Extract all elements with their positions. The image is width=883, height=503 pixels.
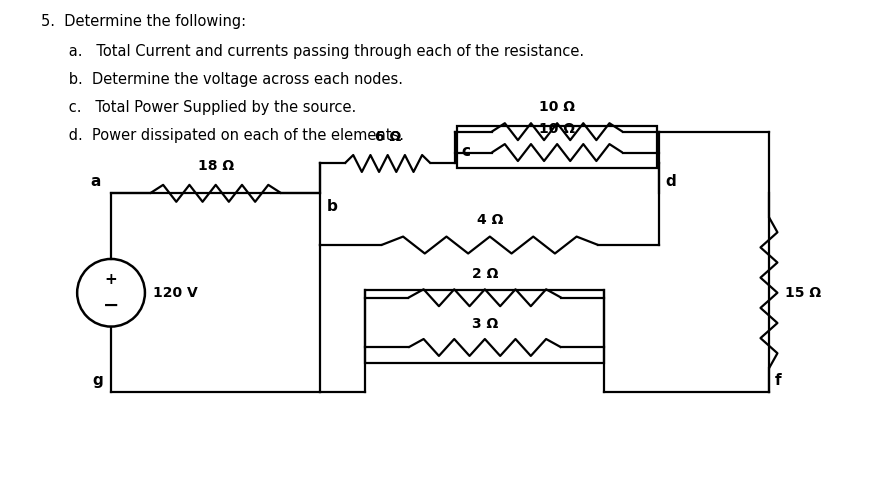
Text: 3 Ω: 3 Ω — [472, 316, 498, 330]
Text: c: c — [461, 143, 470, 158]
Text: 18 Ω: 18 Ω — [198, 159, 234, 174]
Bar — [366, 290, 605, 363]
Text: +: + — [105, 272, 117, 287]
Bar — [457, 126, 657, 169]
Text: a: a — [91, 175, 101, 189]
Text: 2 Ω: 2 Ω — [472, 267, 498, 281]
Text: b.  Determine the voltage across each nodes.: b. Determine the voltage across each nod… — [42, 72, 404, 87]
Text: g: g — [93, 373, 103, 388]
Text: 15 Ω: 15 Ω — [785, 286, 821, 300]
Text: f: f — [775, 373, 781, 388]
Text: 6 Ω: 6 Ω — [374, 130, 401, 143]
Text: 120 V: 120 V — [153, 286, 198, 300]
Text: 5.  Determine the following:: 5. Determine the following: — [42, 14, 246, 29]
Text: 4 Ω: 4 Ω — [477, 213, 503, 227]
Text: d: d — [665, 175, 676, 189]
Text: b: b — [327, 199, 337, 214]
Text: 10 Ω: 10 Ω — [540, 100, 575, 114]
Text: −: − — [102, 296, 119, 315]
Text: 10 Ω: 10 Ω — [540, 122, 575, 136]
Text: d.  Power dissipated on each of the elements.: d. Power dissipated on each of the eleme… — [42, 128, 404, 143]
Text: a.   Total Current and currents passing through each of the resistance.: a. Total Current and currents passing th… — [42, 44, 585, 59]
Text: c.   Total Power Supplied by the source.: c. Total Power Supplied by the source. — [42, 100, 357, 115]
